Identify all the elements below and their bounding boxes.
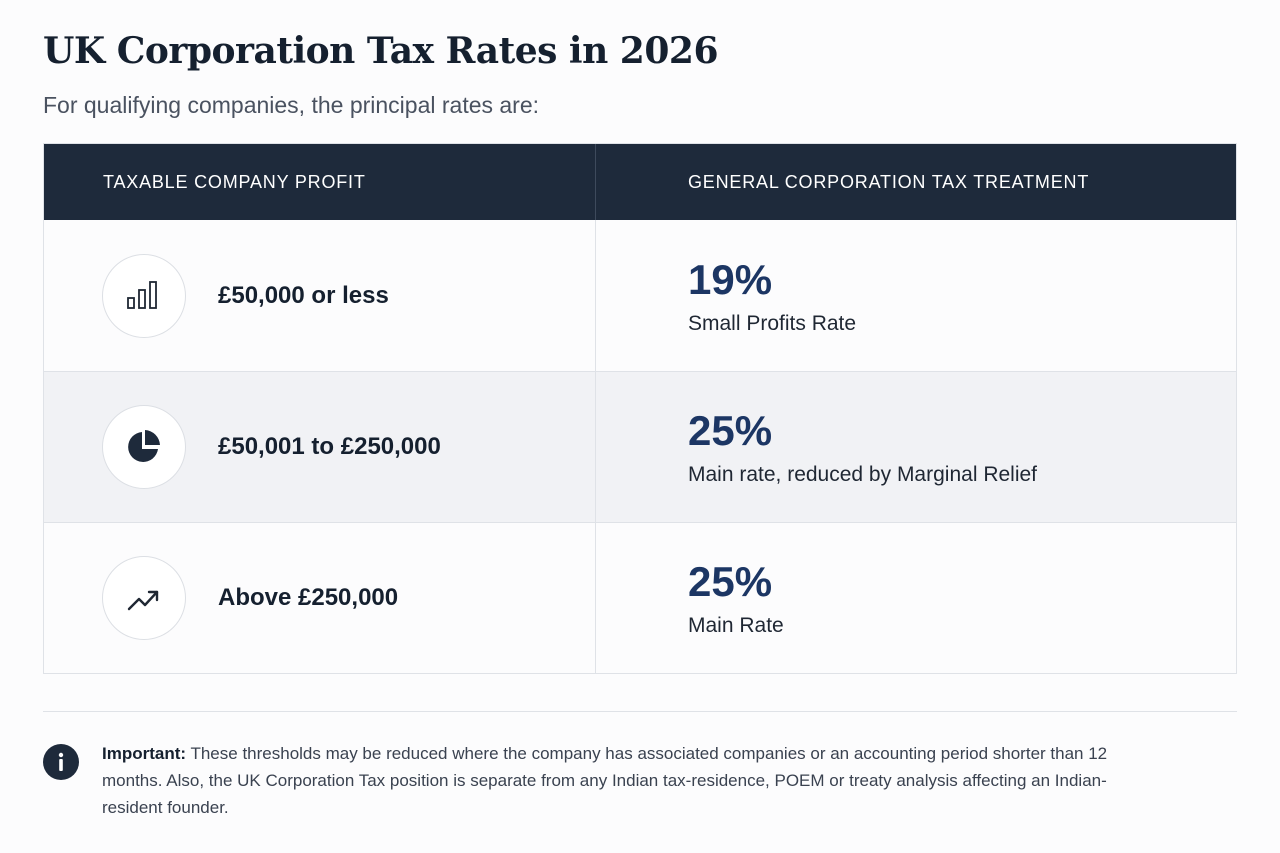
important-note: Important: These thresholds may be reduc… [43,740,1237,821]
treatment-cell: 25% Main Rate [596,523,1236,673]
rate-value: 19% [688,255,773,303]
profit-range: Above £250,000 [218,584,399,611]
rate-value: 25% [688,558,773,605]
rates-table: TAXABLE COMPANY PROFIT GENERAL CORPORATI… [43,143,1237,674]
note-body: These thresholds may be reduced where th… [102,744,1108,817]
trend-up-icon [102,556,186,640]
rate-description: Main Rate [688,614,784,637]
rate-description: Main rate, reduced by Marginal Relief [688,463,1038,486]
header-taxable-profit: TAXABLE COMPANY PROFIT [44,144,596,220]
bar-chart-icon [102,253,186,338]
profit-cell: £50,001 to £250,000 [44,372,596,522]
treatment-cell: 25% Main rate, reduced by Marginal Relie… [596,372,1236,522]
profit-cell: Above £250,000 [44,523,596,673]
table-row: £50,001 to £250,000 25% Main rate, reduc… [44,371,1236,522]
note-text: Important: These thresholds may be reduc… [102,740,1142,821]
profit-range: £50,001 to £250,000 [218,433,441,460]
profit-cell: £50,000 or less [44,220,596,371]
info-icon [43,744,79,780]
rate-description: Small Profits Rate [688,311,857,335]
divider [43,711,1237,712]
table-row: £50,000 or less 19% Small Profits Rate [44,220,1236,371]
treatment-cell: 19% Small Profits Rate [596,220,1236,371]
note-label: Important: [102,744,187,763]
table-header: TAXABLE COMPANY PROFIT GENERAL CORPORATI… [44,144,1236,220]
pie-chart-icon [102,405,186,489]
rate-value: 25% [688,407,773,454]
page-title: UK Corporation Tax Rates in 2026 [43,30,719,72]
table-row: Above £250,000 25% Main Rate [44,522,1236,673]
page-subtitle: For qualifying companies, the principal … [43,92,540,118]
header-tax-treatment: GENERAL CORPORATION TAX TREATMENT [688,171,1090,192]
profit-range: £50,000 or less [218,281,389,309]
